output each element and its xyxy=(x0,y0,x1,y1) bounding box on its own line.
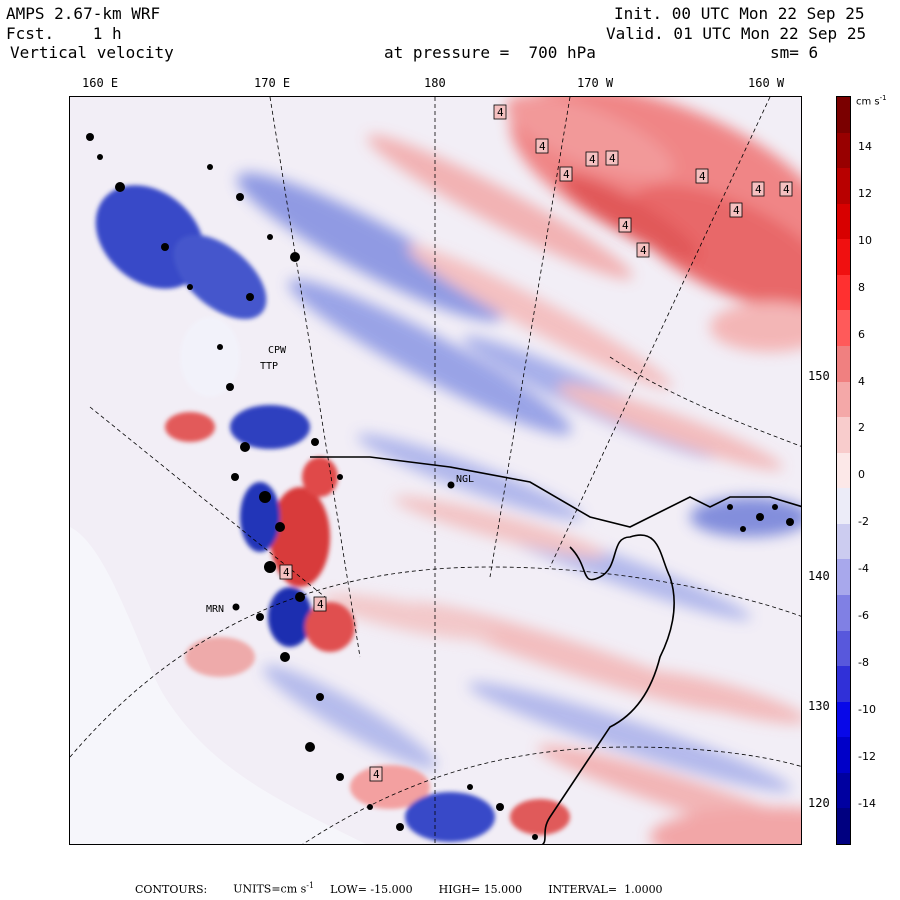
colorbar-tick-label: 8 xyxy=(858,280,865,294)
colorbar-segment xyxy=(837,595,850,632)
map-panel: 4 4 4 4 4 4 4 4 4 4 4 4 4 4 NGL CPW TTP … xyxy=(69,96,802,845)
lon-label-170e: 170 E xyxy=(254,76,291,90)
contour-marker-text: 4 xyxy=(783,183,790,196)
contour-marker-text: 4 xyxy=(755,183,762,196)
contour-marker-text: 4 xyxy=(317,598,324,611)
model-title: AMPS 2.67-km WRF xyxy=(6,4,161,23)
colorbar-tick-label: 10 xyxy=(858,233,872,247)
footer-high: HIGH= 15.000 xyxy=(438,882,523,896)
contour-marker-text: 4 xyxy=(589,153,596,166)
colorbar-tick-label: 6 xyxy=(858,327,865,341)
map-svg: 4 4 4 4 4 4 4 4 4 4 4 4 4 4 NGL CPW TTP … xyxy=(70,97,801,844)
colorbar-units-text: cm s xyxy=(856,96,880,108)
colorbar-segment xyxy=(837,701,850,738)
grounding-line xyxy=(541,534,675,844)
contour-marker-text: 4 xyxy=(609,152,616,165)
colorbar-segment xyxy=(837,97,850,134)
ice-shelf-front xyxy=(310,456,801,528)
forecast-hour: Fcst. 1 h xyxy=(6,24,122,43)
stations: NGL CPW TTP MRN xyxy=(206,345,474,615)
terrain-contours xyxy=(86,133,794,840)
colorbar-units-exponent: -1 xyxy=(879,94,887,102)
smoothing: sm= 6 xyxy=(770,43,819,62)
station-mrn-label: MRN xyxy=(206,604,224,615)
upward-motion-top-right xyxy=(505,97,801,352)
colorbar xyxy=(836,96,851,845)
mountain-belt xyxy=(95,185,570,842)
colorbar-segment xyxy=(837,808,850,845)
lat-label-150w: 150 W xyxy=(808,369,845,383)
lat-label-140w: 140 W xyxy=(808,569,845,583)
colorbar-segment xyxy=(837,452,850,489)
colorbar-tick-label: 4 xyxy=(858,374,865,388)
ice-sheet xyxy=(70,527,366,844)
colorbar-segment xyxy=(837,239,850,276)
colorbar-tick-label: -12 xyxy=(858,749,876,763)
pressure-level: at pressure = 700 hPa xyxy=(384,43,596,62)
contour-marker-text: 4 xyxy=(622,219,629,232)
colorbar-segment xyxy=(837,168,850,205)
contour-marker-text: 4 xyxy=(373,768,380,781)
footer-units-exponent: -1 xyxy=(306,881,315,890)
colorbar-tick-label: 12 xyxy=(858,186,872,200)
contour-marker-text: 4 xyxy=(733,204,740,217)
footer-units: UNITS=cm s xyxy=(233,882,307,896)
colorbar-segment xyxy=(837,737,850,774)
colorbar-segment xyxy=(837,381,850,418)
colorbar-units: cm s-1 xyxy=(856,94,887,107)
colorbar-segment xyxy=(837,559,850,596)
colorbar-segment xyxy=(837,630,850,667)
contour-marker-text: 4 xyxy=(563,168,570,181)
colorbar-segment xyxy=(837,274,850,311)
variable-name: Vertical velocity xyxy=(10,43,174,62)
contour-marker-text: 4 xyxy=(699,170,706,183)
contour-markers: 4 4 4 4 4 4 4 4 4 4 4 4 4 4 xyxy=(279,104,793,782)
contour-marker-text: 4 xyxy=(539,140,546,153)
station-ngl-marker[interactable] xyxy=(447,481,455,489)
colorbar-tick-label: -2 xyxy=(858,515,869,529)
colorbar-segment xyxy=(837,346,850,383)
colorbar-segment xyxy=(837,666,850,703)
colorbar-segment xyxy=(837,772,850,809)
colorbar-segment xyxy=(837,310,850,347)
init-time: Init. 00 UTC Mon 22 Sep 25 xyxy=(614,4,865,23)
footer-contour-info: CONTOURS: UNITS=cm s-1 LOW= -15.000 HIGH= 1… xyxy=(135,881,689,896)
footer-contours: CONTOURS: xyxy=(135,882,208,896)
colorbar-tick-label: 2 xyxy=(858,421,865,435)
footer-interval: INTERVAL= 1.0000 xyxy=(548,882,663,896)
valid-time: Valid. 01 UTC Mon 22 Sep 25 xyxy=(606,24,867,43)
station-ttp-label: TTP xyxy=(260,361,278,372)
station-cpw-label: CPW xyxy=(268,345,287,356)
lon-label-160w: 160 W xyxy=(748,76,785,90)
lat-label-120w: 120 W xyxy=(808,796,845,810)
colorbar-tick-label: -14 xyxy=(858,796,876,810)
colorbar-segment xyxy=(837,523,850,560)
contour-marker-text: 4 xyxy=(283,566,290,579)
colorbar-tick-label: 0 xyxy=(858,468,865,482)
colorbar-segment xyxy=(837,488,850,525)
colorbar-tick-label: -8 xyxy=(858,655,869,669)
footer-low: LOW= -15.000 xyxy=(330,882,413,896)
contour-marker-text: 4 xyxy=(640,244,647,257)
colorbar-segment xyxy=(837,417,850,454)
station-mrn-marker[interactable] xyxy=(232,603,240,611)
colorbar-tick-label: -4 xyxy=(858,562,869,576)
colorbar-tick-label: 14 xyxy=(858,140,872,153)
colorbar-tick-label: -10 xyxy=(858,702,876,716)
station-ngl-label: NGL xyxy=(456,474,474,485)
lat-label-130w: 130 W xyxy=(808,699,845,713)
lon-label-170w: 170 W xyxy=(577,76,614,90)
colorbar-segment xyxy=(837,203,850,240)
lon-label-180: 180 xyxy=(424,76,446,90)
graticule xyxy=(70,97,801,844)
contour-marker-text: 4 xyxy=(497,106,504,119)
colorbar-tick-label: -6 xyxy=(858,609,869,622)
colorbar-segment xyxy=(837,132,850,169)
lon-label-160e: 160 E xyxy=(82,76,119,90)
